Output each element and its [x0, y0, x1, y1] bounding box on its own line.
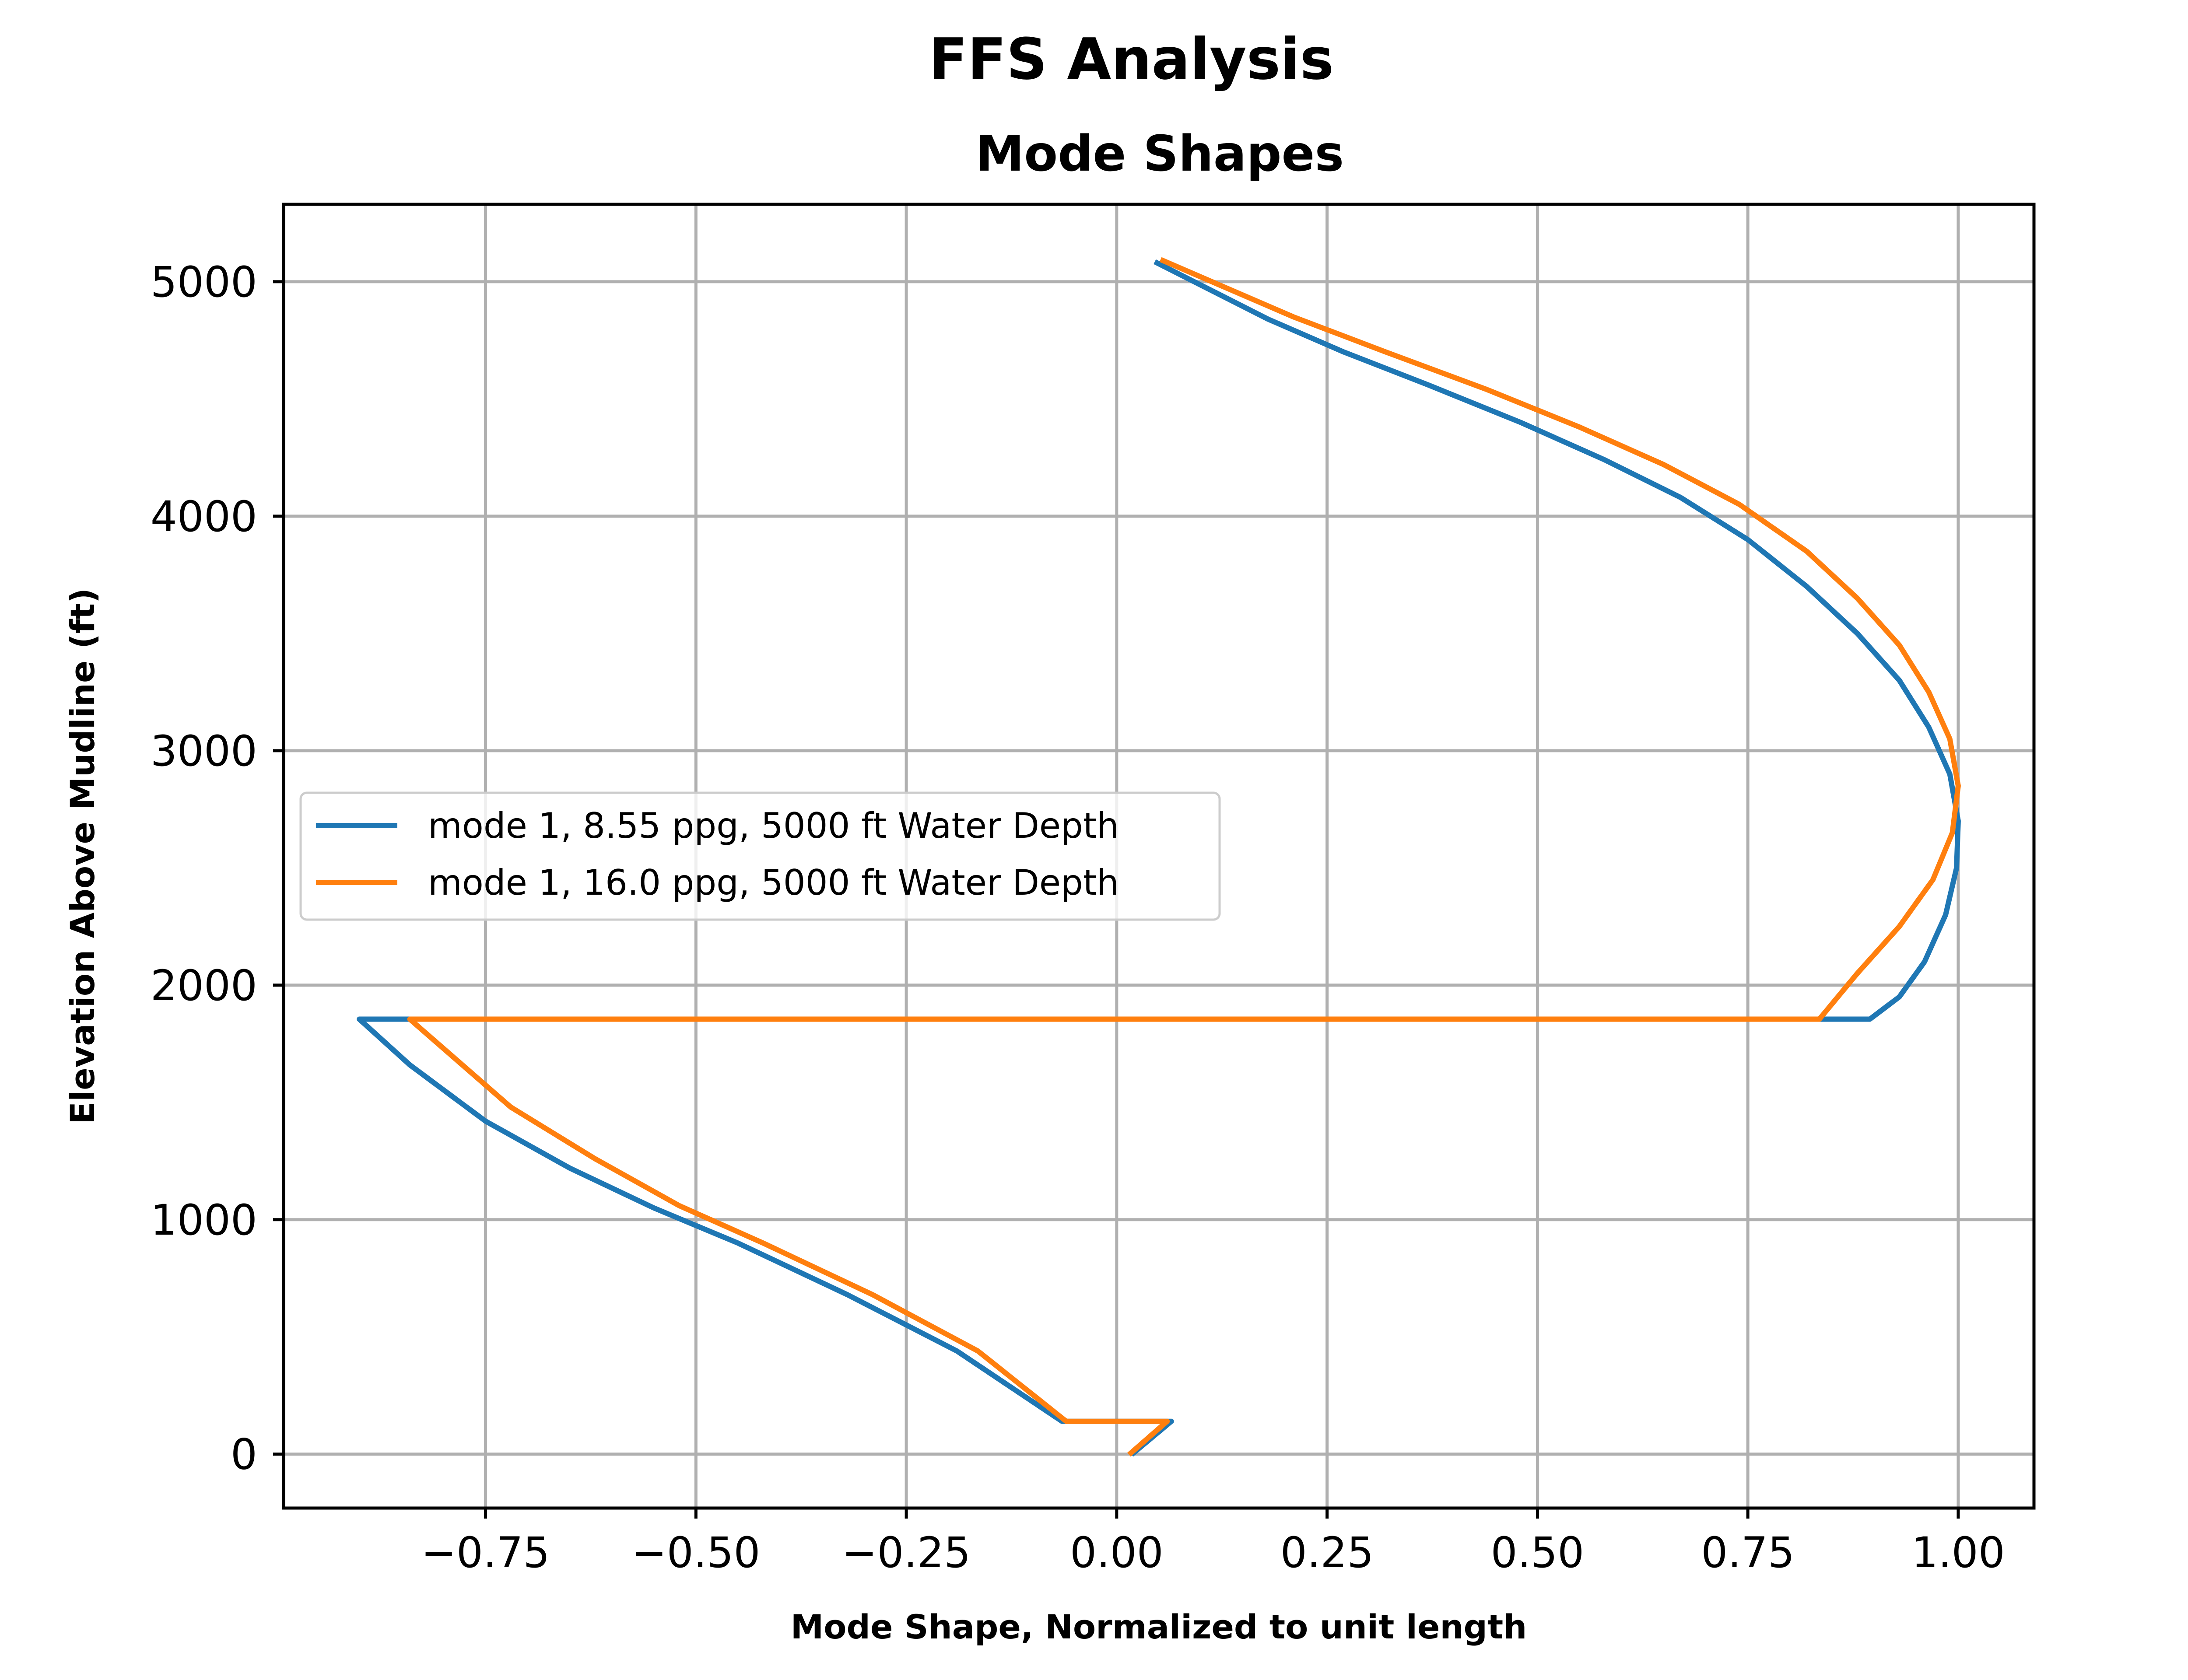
x-tick-label: −0.25 — [842, 1528, 971, 1577]
x-tick-label: 0.25 — [1280, 1528, 1374, 1577]
series-line-2 — [407, 257, 1961, 1457]
series-layer — [357, 257, 1961, 1457]
axes-title: Mode Shapes — [975, 126, 1344, 182]
y-tick-label: 1000 — [151, 1196, 257, 1245]
x-tick-label: 0.00 — [1070, 1528, 1164, 1577]
x-tick-label: −0.75 — [421, 1528, 550, 1577]
x-tick-label: 0.50 — [1491, 1528, 1585, 1577]
plot-frame — [282, 203, 2036, 1510]
x-axis-label: Mode Shape, Normalized to unit length — [791, 1607, 1527, 1646]
y-tick-label: 3000 — [151, 727, 257, 776]
series-line-1 — [357, 259, 1961, 1457]
legend-label-series-1: mode 1, 8.55 ppg, 5000 ft Water Depth — [428, 805, 1119, 846]
y-axis-label: Elevation Above Mudline (ft) — [63, 588, 102, 1124]
legend: mode 1, 8.55 ppg, 5000 ft Water Depth mo… — [299, 791, 1221, 921]
y-tick-label: 2000 — [151, 961, 257, 1010]
figure-suptitle: FFS Analysis — [929, 26, 1334, 92]
legend-box — [299, 791, 1221, 921]
y-tick-label: 4000 — [151, 492, 257, 541]
y-tick-label: 0 — [231, 1430, 257, 1479]
x-tick-label: 1.00 — [1911, 1528, 2005, 1577]
legend-label-series-2: mode 1, 16.0 ppg, 5000 ft Water Depth — [428, 862, 1119, 903]
x-tick-label: 0.75 — [1701, 1528, 1795, 1577]
tick-layer: −0.75 −0.50 −0.25 0.00 0.25 0.50 0.75 1.00 0 1000… — [151, 258, 2005, 1577]
x-tick-label: −0.50 — [631, 1528, 760, 1577]
y-tick-label: 5000 — [151, 258, 257, 307]
grid-layer — [284, 204, 2034, 1508]
